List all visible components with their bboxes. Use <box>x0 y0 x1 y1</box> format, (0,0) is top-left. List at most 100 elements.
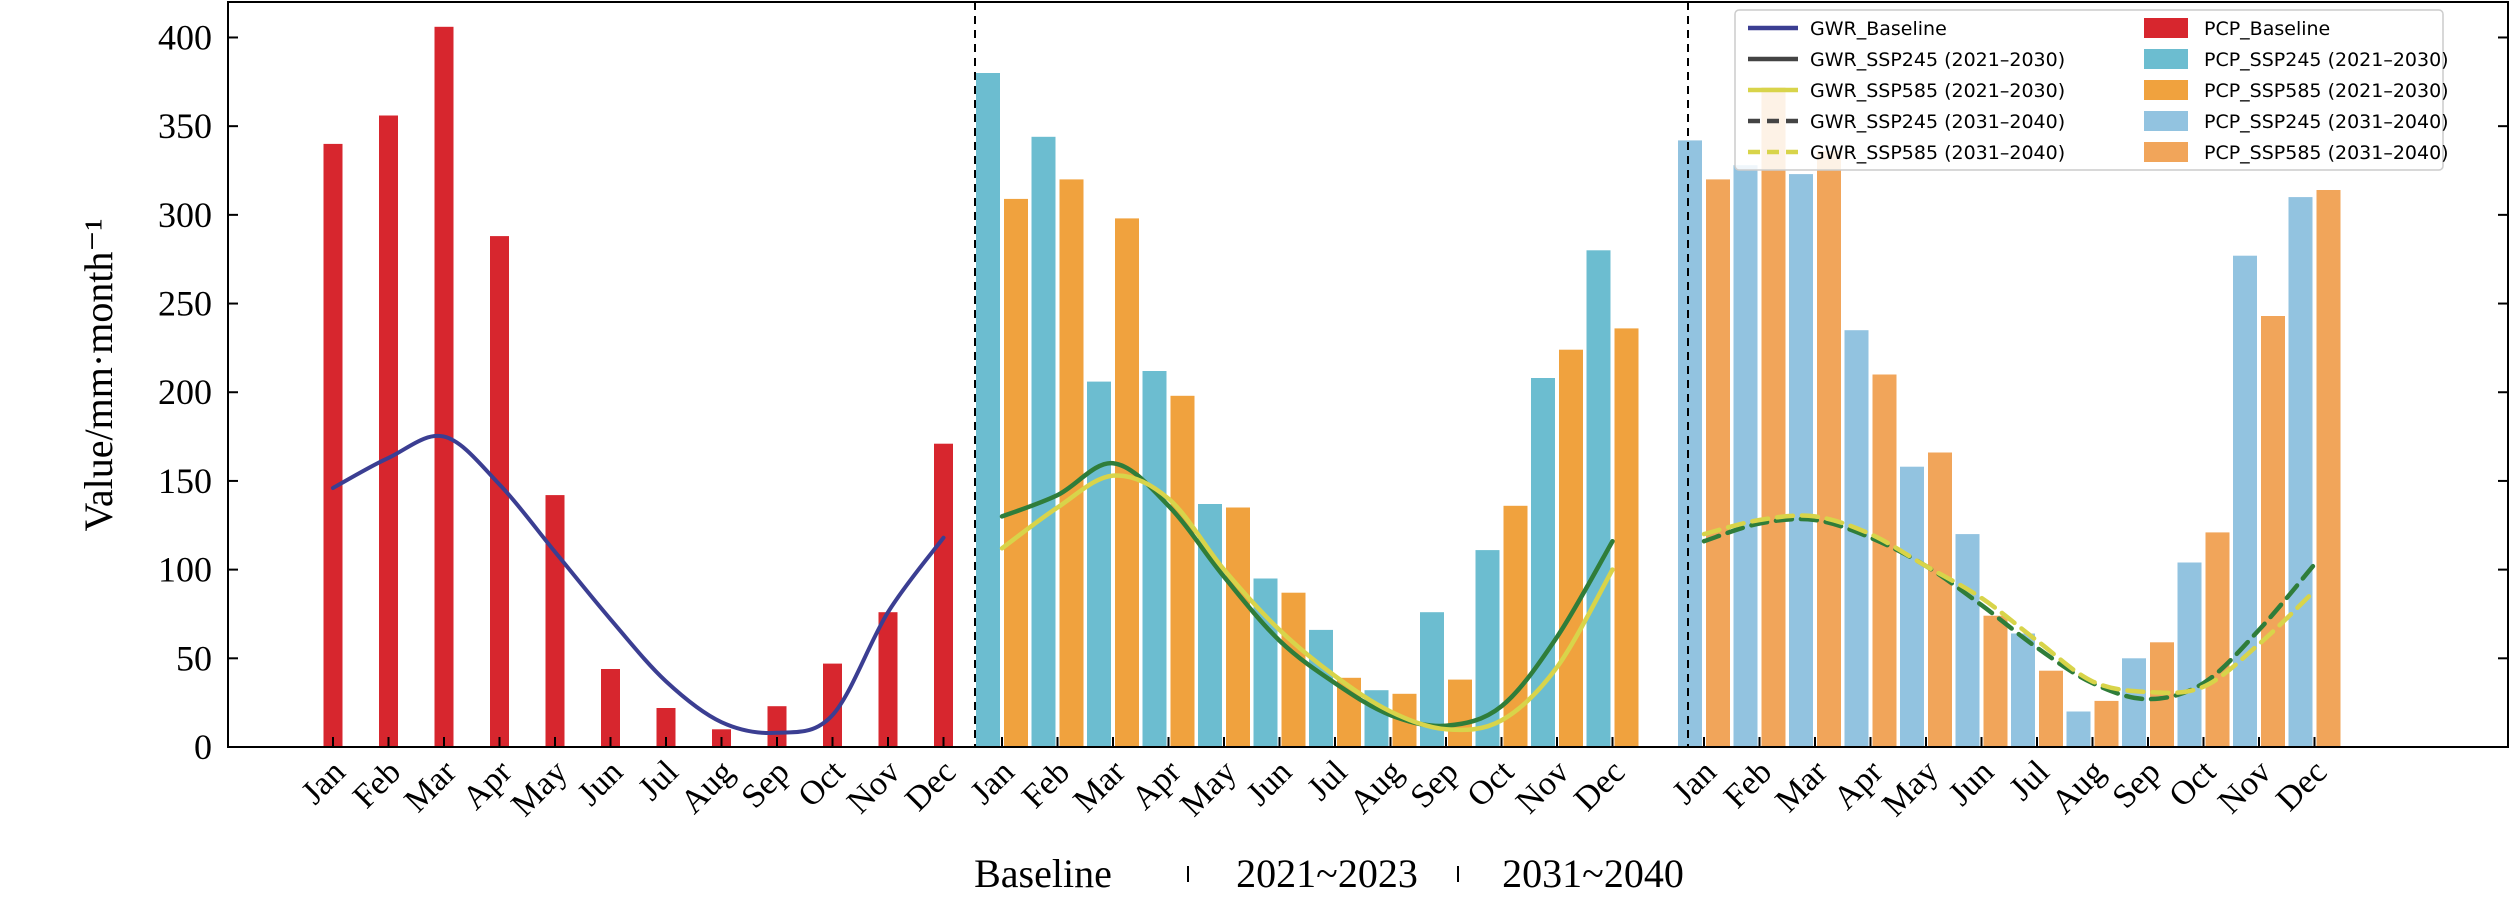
x-tick-label-dec: Dec <box>2269 753 2334 818</box>
bar-pcp-ssp245-2031-2040-sep <box>2122 658 2146 747</box>
y-tick-label: 350 <box>158 106 212 146</box>
bar-pcp-ssp245-2031-2040-oct <box>2177 562 2202 747</box>
x-tick-label-feb: Feb <box>1015 753 1077 815</box>
bar-pcp-ssp585-2021-2030-apr <box>1170 395 1195 747</box>
y-tick-label: 300 <box>158 195 212 235</box>
period-label-baseline: Baseline <box>974 851 1112 896</box>
y-tick-label: 50 <box>176 638 212 678</box>
y-tick-label: 150 <box>158 461 212 501</box>
x-tick-label-jan: Jan <box>1665 753 1723 811</box>
bar-pcp-ssp585-2031-2040-aug <box>2094 700 2119 747</box>
bar-pcp-ssp245-2021-2030-dec <box>1586 250 1611 748</box>
x-tick-label-nov: Nov <box>840 753 908 821</box>
x-tick-label-apr: Apr <box>1827 753 1891 817</box>
legend-label-pcp-ssp585-2031-2040: PCP_SSP585 (2031–2040) <box>2204 142 2449 164</box>
x-tick-label-jan: Jan <box>294 753 352 811</box>
legend-swatch-pcp-baseline <box>2144 18 2188 38</box>
bar-pcp-ssp245-2031-2040-feb <box>1733 165 1758 747</box>
y-tick-label: 0 <box>194 727 212 767</box>
x-tick-label-may: May <box>1875 753 1945 823</box>
bar-pcp-ssp245-2031-2040-mar <box>1789 174 1813 748</box>
bar-pcp-ssp245-2021-2030-jul <box>1309 629 1333 747</box>
legend-label-gwr-ssp585-2031-2040: GWR_SSP585 (2031–2040) <box>1810 142 2065 164</box>
x-tick-label-jan: Jan <box>963 753 1021 811</box>
bar-pcp-ssp585-2031-2040-dec <box>2316 190 2341 747</box>
line-gwr-baseline <box>331 433 946 736</box>
y-tick-label: 200 <box>158 372 212 412</box>
bar-pcp-ssp585-2031-2040-mar <box>1817 151 1841 747</box>
bar-pcp-baseline-jan <box>323 143 343 747</box>
legend-box <box>1734 9 2444 171</box>
line-gwr-ssp245-2021-2030 <box>999 460 1615 729</box>
plot-frame <box>227 1 2509 748</box>
bar-pcp-ssp245-2031-2040-nov <box>2233 255 2257 747</box>
line-gwr-ssp245-2031-2040 <box>1701 516 2317 702</box>
bar-pcp-ssp245-2021-2030-mar <box>1087 381 1111 747</box>
legend-label-gwr-baseline: GWR_Baseline <box>1810 18 1947 40</box>
bar-pcp-ssp585-2031-2040-may <box>1928 452 1952 747</box>
bar-pcp-baseline-may <box>545 495 565 747</box>
bar-pcp-ssp245-2031-2040-jul <box>2011 633 2035 747</box>
legend-label-pcp-baseline: PCP_Baseline <box>2204 18 2330 40</box>
x-tick-label-oct: Oct <box>791 753 852 814</box>
bar-pcp-baseline-feb <box>379 115 398 747</box>
x-tick-label-aug: Aug <box>674 753 742 821</box>
y-axis: 0 50 100 150 200 250 300 350 400 <box>158 17 2508 767</box>
bar-pcp-baseline-nov <box>878 612 898 747</box>
x-tick-label-may: May <box>504 753 574 823</box>
x-tick-label-feb: Feb <box>346 753 408 815</box>
line-gwr-ssp585-2021-2030 <box>999 473 1615 733</box>
bar-pcp-ssp245-2021-2030-jun <box>1253 578 1278 747</box>
legend: GWR_Baseline GWR_SSP245 (2021–2030) GWR_SS… <box>1734 9 2449 171</box>
bar-pcp-baseline-oct <box>823 663 842 747</box>
bar-pcp-ssp245-2031-2040-apr <box>1844 330 1869 747</box>
legend-label-gwr-ssp585-2021-2030: GWR_SSP585 (2021–2030) <box>1810 80 2065 102</box>
legend-swatch-pcp-ssp585-2031-2040 <box>2144 142 2188 162</box>
bar-pcp-ssp245-2021-2030-feb <box>1031 136 1056 748</box>
bar-pcp-ssp245-2031-2040-dec <box>2288 197 2313 748</box>
y-axis-label: Value/mm·month⁻¹ <box>76 218 121 531</box>
bar-pcp-ssp245-2021-2030-apr <box>1142 371 1167 747</box>
bar-pcp-ssp585-2031-2040-jan <box>1706 179 1730 747</box>
bar-pcp-baseline-jul <box>656 708 676 747</box>
legend-label-gwr-ssp245-2021-2030: GWR_SSP245 (2021–2030) <box>1810 49 2065 71</box>
x-tick-label-jun: Jun <box>1942 753 2002 813</box>
x-tick-label-apr: Apr <box>1125 753 1189 817</box>
legend-label-pcp-ssp245-2031-2040: PCP_SSP245 (2031–2040) <box>2204 111 2449 133</box>
x-tick-label-jun: Jun <box>571 753 631 813</box>
x-tick-label-sep: Sep <box>1403 753 1465 815</box>
bar-pcp-ssp585-2021-2030-jun <box>1281 592 1306 747</box>
period-label-2031-2040: 2031~2040 <box>1502 851 1684 896</box>
bar-pcp-baseline-mar <box>434 26 454 748</box>
x-tick-label-sep: Sep <box>734 753 796 815</box>
bar-pcp-ssp245-2031-2040-jan <box>1678 140 1702 747</box>
y-tick-label: 400 <box>158 17 212 57</box>
bars-layer <box>323 26 2341 748</box>
bar-pcp-baseline-apr <box>490 236 509 747</box>
x-tick-label-apr: Apr <box>456 753 520 817</box>
lines-layer <box>331 433 2317 736</box>
line-gwr-ssp585-2031-2040 <box>1701 513 2317 696</box>
x-tick-label-jun: Jun <box>1240 753 1300 813</box>
bar-pcp-ssp245-2021-2030-jan <box>976 73 1000 747</box>
bar-pcp-ssp585-2031-2040-nov <box>2261 316 2285 747</box>
bar-pcp-ssp585-2021-2030-feb <box>1059 179 1084 747</box>
bar-pcp-ssp245-2031-2040-may <box>1900 466 1924 747</box>
legend-label-pcp-ssp585-2021-2030: PCP_SSP585 (2021–2030) <box>2204 80 2449 102</box>
bar-pcp-ssp585-2021-2030-nov <box>1559 349 1583 747</box>
x-tick-label-sep: Sep <box>2105 753 2167 815</box>
bar-pcp-ssp585-2031-2040-jul <box>2039 670 2063 747</box>
x-tick-label-feb: Feb <box>1717 753 1779 815</box>
bar-pcp-ssp585-2021-2030-may <box>1226 507 1250 747</box>
bar-pcp-ssp585-2021-2030-jan <box>1004 198 1028 747</box>
y-tick-label: 250 <box>158 284 212 324</box>
bar-pcp-ssp585-2021-2030-mar <box>1115 218 1139 747</box>
x-tick-label-oct: Oct <box>2162 753 2223 814</box>
legend-swatch-pcp-ssp245-2021-2030 <box>2144 49 2188 69</box>
period-dividers <box>974 2 1689 747</box>
x-tick-label-mar: Mar <box>397 753 464 820</box>
bar-pcp-baseline-dec <box>934 443 953 747</box>
legend-label-gwr-ssp245-2031-2040: GWR_SSP245 (2031–2040) <box>1810 111 2065 133</box>
